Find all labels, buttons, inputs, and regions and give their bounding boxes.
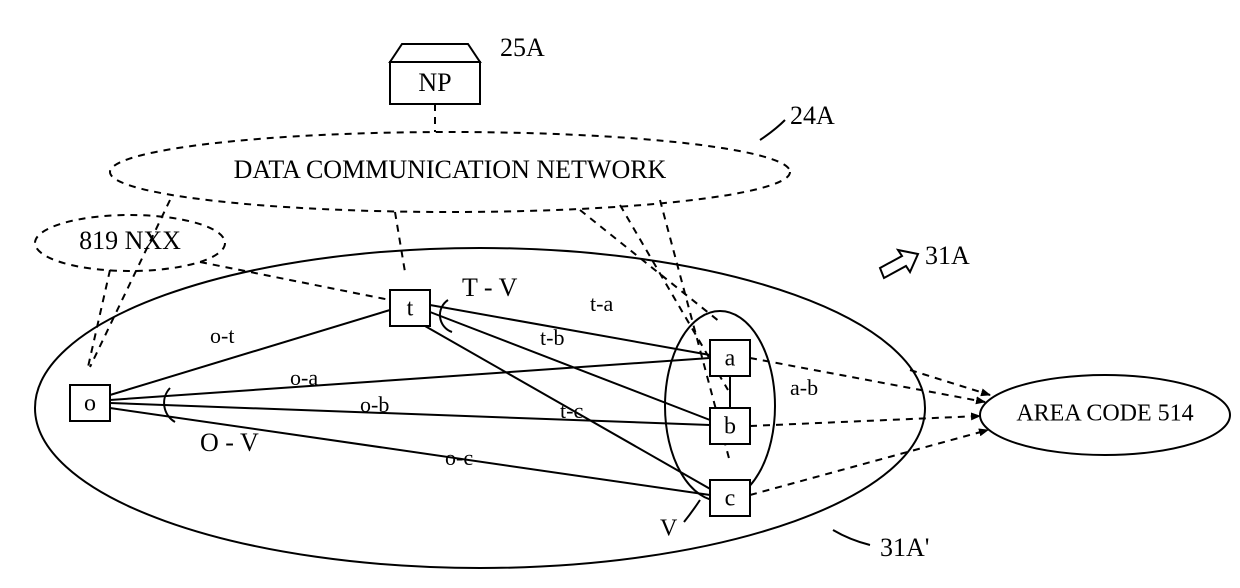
nxx-to-o-link: [88, 270, 110, 367]
edge-o-a-label: o-a: [290, 365, 318, 390]
edge-o-t: [110, 310, 390, 395]
ov-bundle-label: O - V: [200, 428, 259, 457]
nxx-label: 819 NXX: [79, 226, 181, 255]
node-o: o: [70, 385, 110, 421]
dcn-to-t-link: [395, 212, 405, 272]
node-c-label: c: [725, 486, 736, 512]
edge-t-b-label: t-b: [540, 325, 564, 350]
node-a: a: [710, 340, 750, 376]
edge-o-c-label: o-c: [445, 445, 473, 470]
node-a-label: a: [725, 346, 736, 372]
np-node: NP: [390, 44, 480, 104]
node-b: b: [710, 408, 750, 444]
tv-bundle-label: T - V: [462, 273, 518, 302]
node-o-label: o: [84, 391, 96, 417]
a-to-514-arrow: [750, 358, 985, 402]
edge-t-a: [430, 305, 710, 355]
edge-t-a-label: t-a: [590, 291, 613, 316]
main-ellipse-ref-pointer: [833, 530, 870, 545]
np-roof: [390, 44, 480, 62]
diagram-canvas: NP 25A DATA COMMUNICATION NETWORK 24A 81…: [0, 0, 1240, 588]
ref-31a-label: 31A: [925, 241, 970, 270]
edge-o-t-label: o-t: [210, 323, 234, 348]
v-group-label: V: [660, 516, 678, 542]
edge-o-a: [110, 358, 710, 400]
np-label: NP: [418, 68, 451, 97]
ref-31a-arrow-icon: [880, 250, 918, 278]
edge-t-c-label: t-c: [560, 398, 583, 423]
solid-edges: [110, 305, 730, 495]
node-t: t: [390, 290, 430, 326]
v-label-pointer: [684, 500, 700, 522]
node-b-label: b: [724, 414, 736, 440]
dcn-ref-pointer: [760, 120, 785, 140]
b-to-514-arrow: [750, 416, 980, 426]
dcn-ref-label: 24A: [790, 101, 835, 130]
area-code-label: AREA CODE 514: [1016, 401, 1193, 427]
np-ref-label: 25A: [500, 33, 545, 62]
nxx-to-t-link: [200, 262, 390, 300]
node-c: c: [710, 480, 750, 516]
node-t-label: t: [407, 296, 414, 322]
edge-o-b-label: o-b: [360, 392, 389, 417]
dcn-label: DATA COMMUNICATION NETWORK: [234, 155, 667, 184]
main-ellipse-ref-label: 31A': [880, 533, 929, 562]
edge-a-b-label: a-b: [790, 375, 818, 400]
